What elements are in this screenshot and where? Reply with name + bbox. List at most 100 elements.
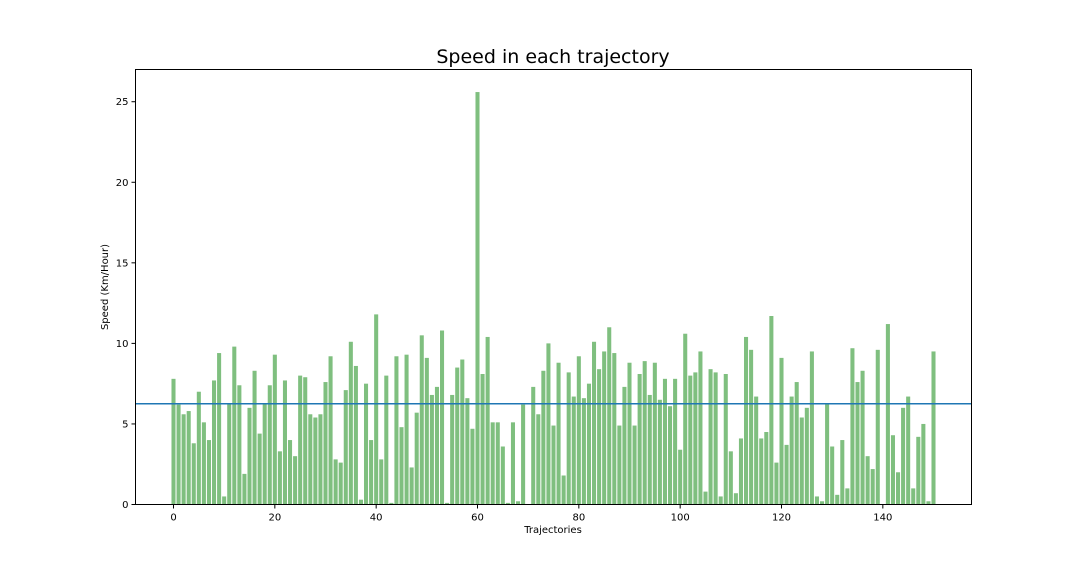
bar: [465, 398, 470, 505]
bar: [288, 440, 293, 505]
bar: [358, 499, 363, 505]
y-tick-label: 25: [116, 97, 129, 108]
y-axis: 0 5 10 15 20 25: [116, 97, 136, 511]
bar: [850, 348, 855, 505]
bar: [505, 502, 510, 505]
bar: [237, 385, 242, 505]
bar: [703, 491, 708, 505]
bar: [440, 330, 445, 505]
bar: [901, 407, 906, 505]
bar: [257, 433, 262, 505]
bar: [222, 496, 227, 505]
bar: [738, 438, 743, 505]
bar: [906, 396, 911, 505]
bar: [870, 469, 875, 505]
bar: [495, 422, 500, 505]
bar: [455, 367, 460, 505]
bar: [318, 414, 323, 505]
bar: [571, 396, 576, 505]
bar: [860, 370, 865, 505]
bar: [303, 377, 308, 505]
bar: [728, 451, 733, 505]
bar: [500, 446, 505, 505]
y-tick-label: 5: [122, 419, 128, 430]
bar: [723, 374, 728, 505]
bar: [510, 422, 515, 505]
bar: [825, 403, 830, 505]
bar: [206, 440, 211, 505]
bar: [602, 351, 607, 505]
bar: [733, 493, 738, 505]
bar: [470, 428, 475, 505]
bar: [784, 444, 789, 505]
bar: [232, 346, 237, 505]
bar: [541, 370, 546, 505]
bar: [252, 370, 257, 505]
bar: [718, 496, 723, 505]
bar: [835, 494, 840, 505]
bar: [673, 378, 678, 505]
bar: [688, 375, 693, 505]
bar: [176, 404, 181, 505]
bar: [384, 375, 389, 505]
bar: [617, 425, 622, 505]
bar: [657, 399, 662, 505]
x-axis-label: Trajectories: [523, 525, 582, 536]
bar: [323, 382, 328, 505]
bar: [343, 390, 348, 505]
bar: [566, 372, 571, 505]
bar: [404, 354, 409, 505]
chart-title: Speed in each trajectory: [436, 46, 669, 68]
bar: [592, 341, 597, 505]
bar: [424, 357, 429, 505]
bar: [551, 425, 556, 505]
bar: [764, 432, 769, 505]
x-tick-label: 40: [370, 513, 383, 524]
bar: [475, 92, 480, 505]
bar: [480, 374, 485, 505]
bar: [485, 336, 490, 505]
bar: [607, 327, 612, 505]
bar: [916, 436, 921, 505]
x-tick-label: 100: [671, 513, 690, 524]
bar: [911, 488, 916, 505]
y-tick-label: 20: [116, 178, 129, 189]
x-tick-label: 60: [471, 513, 484, 524]
bar: [627, 362, 632, 505]
x-tick-label: 140: [873, 513, 892, 524]
bar: [931, 351, 936, 505]
x-tick-label: 120: [772, 513, 791, 524]
bar: [298, 375, 303, 505]
bar: [308, 414, 313, 505]
bar: [713, 372, 718, 505]
bar: [622, 386, 627, 505]
bar: [191, 443, 196, 505]
bar: [546, 343, 551, 505]
bar: [779, 357, 784, 505]
bar: [855, 382, 860, 505]
bar: [840, 440, 845, 505]
bar: [364, 383, 369, 505]
bar: [521, 404, 526, 505]
bar: [678, 449, 683, 505]
bar: [348, 341, 353, 505]
bar: [749, 349, 754, 505]
bar: [516, 501, 521, 505]
bar: [389, 502, 394, 505]
bar: [293, 456, 298, 505]
bar: [693, 372, 698, 505]
bar: [769, 316, 774, 505]
bar: [328, 356, 333, 505]
bar: [652, 362, 657, 505]
bar: [581, 398, 586, 505]
bar: [196, 391, 201, 505]
bar: [282, 380, 287, 505]
bar: [267, 385, 272, 505]
bar: [774, 462, 779, 505]
bar: [698, 351, 703, 505]
y-axis-label: Speed (Km/Hour): [100, 244, 111, 330]
bar: [647, 394, 652, 505]
bar: [794, 382, 799, 505]
bar: [460, 359, 465, 505]
bar: [227, 403, 232, 505]
